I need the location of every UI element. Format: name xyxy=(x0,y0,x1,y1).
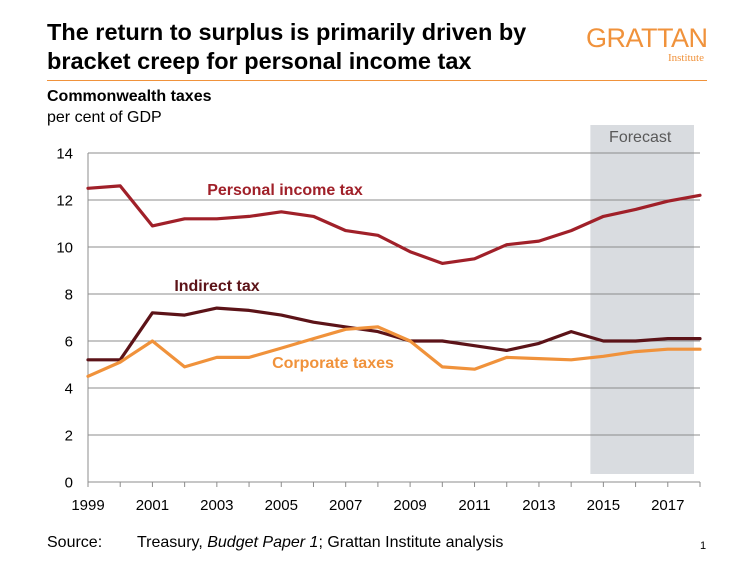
series-label-personal-income-tax: Personal income tax xyxy=(207,182,363,199)
source-text-b: ; Grattan Institute analysis xyxy=(318,534,504,551)
series-label-indirect-tax: Indirect tax xyxy=(174,278,259,295)
x-tick-label-2011: 2011 xyxy=(458,497,490,514)
x-tick-label-2013: 2013 xyxy=(522,497,555,514)
y-tick-label-2: 2 xyxy=(65,428,73,445)
forecast-band xyxy=(590,125,694,474)
series-line-indirect-tax xyxy=(86,306,702,362)
x-tick-label-2003: 2003 xyxy=(200,497,233,514)
y-tick-label-14: 14 xyxy=(56,146,73,163)
x-tick-label-2017: 2017 xyxy=(651,497,684,514)
series-line-personal-income-tax xyxy=(86,184,702,265)
y-tick-label-6: 6 xyxy=(65,334,73,351)
x-tick-label-2015: 2015 xyxy=(587,497,620,514)
x-tick-label-1999: 1999 xyxy=(71,497,104,514)
page-number: 1 xyxy=(700,540,707,552)
chart-units: per cent of GDP xyxy=(47,109,162,126)
y-tick-label-8: 8 xyxy=(65,287,73,304)
logo-subtext: Institute xyxy=(667,52,704,64)
source-text-italic: Budget Paper 1 xyxy=(207,534,319,551)
series-label-corporate-taxes: Corporate taxes xyxy=(272,355,394,372)
y-tick-label-12: 12 xyxy=(56,193,73,210)
x-tick-label-2005: 2005 xyxy=(265,497,298,514)
x-tick-label-2007: 2007 xyxy=(329,497,362,514)
chart-subtitle: Commonwealth taxes xyxy=(47,88,212,105)
series-line-corporate-taxes xyxy=(86,325,702,378)
x-tick-label-2001: 2001 xyxy=(136,497,169,514)
y-tick-label-4: 4 xyxy=(65,381,73,398)
header-divider xyxy=(47,80,707,81)
grattan-logo: GRATTAN Institute xyxy=(586,24,710,64)
y-tick-label-0: 0 xyxy=(65,475,73,492)
logo-wordmark: GRATTAN xyxy=(586,23,708,53)
forecast-label: Forecast xyxy=(609,129,672,146)
source-label: Source: xyxy=(47,534,103,551)
y-tick-label-10: 10 xyxy=(56,240,73,257)
source-text-a: Treasury, xyxy=(137,534,208,551)
chart-title: The return to surplus is primarily drive… xyxy=(47,19,527,74)
x-tick-label-2009: 2009 xyxy=(393,497,426,514)
source-note: Source: Treasury, Budget Paper 1; Grattan… xyxy=(47,534,503,552)
